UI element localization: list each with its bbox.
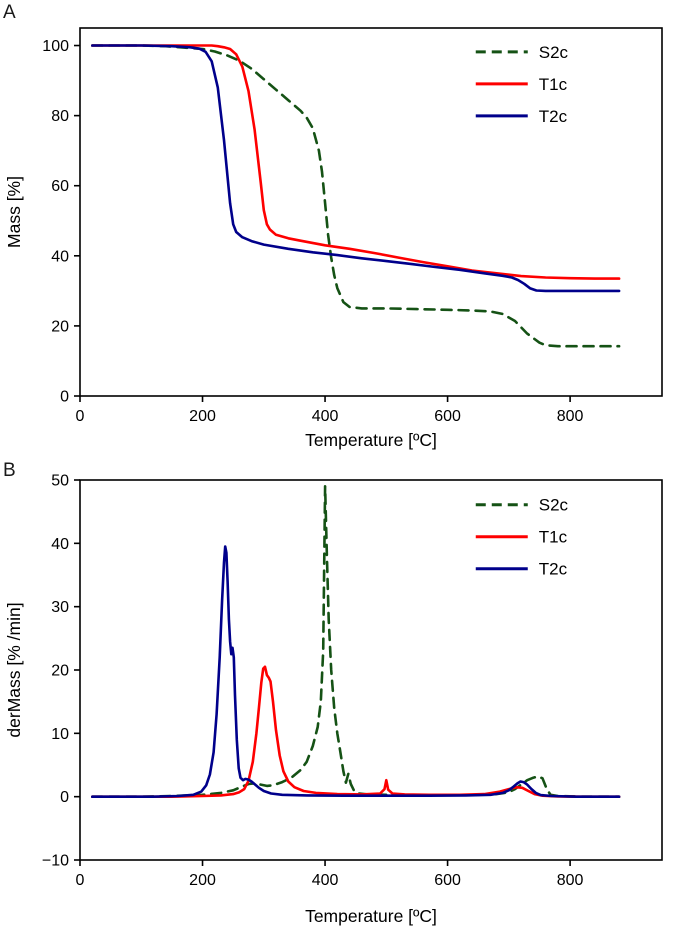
y-tick-label: 20 <box>51 663 69 680</box>
panel-a-chart: 0 200 400 600 800 0 20 40 60 80 100 Temperature [ºC… <box>4 27 663 450</box>
y-tick-label: 20 <box>51 318 69 335</box>
x-tick-label: 600 <box>434 872 461 889</box>
series-T2c <box>91 44 621 293</box>
series-T1c <box>91 665 621 799</box>
x-axis-label: Temperature [ºC] <box>305 430 437 450</box>
y-tick-label: 0 <box>60 389 69 406</box>
x-tick-label: 400 <box>312 408 339 425</box>
y-tick-label: −10 <box>42 853 69 870</box>
y-tick-label: 40 <box>51 248 69 265</box>
y-axis-label: derMass [% /min] <box>4 602 24 737</box>
y-tick-label: 80 <box>51 108 69 125</box>
plot-border <box>79 27 663 397</box>
y-tick-label: 0 <box>60 789 69 806</box>
legend-label-T2c: T2c <box>539 560 568 579</box>
x-tick-label: 400 <box>312 872 339 889</box>
y-axis-label: Mass [%] <box>4 176 24 248</box>
series-S2c <box>91 44 621 348</box>
y-tick-label: 30 <box>51 599 69 616</box>
y-tick-label: 100 <box>42 38 69 55</box>
series-T2c <box>91 545 621 799</box>
legend-label-T2c: T2c <box>539 107 568 126</box>
y-tick-label: 60 <box>51 178 69 195</box>
panel-a: A 0 200 400 600 800 0 20 40 60 80 100 Temperature [… <box>0 0 700 458</box>
plot-border <box>79 479 663 861</box>
x-axis-label: Temperature [ºC] <box>305 906 437 926</box>
series-T1c <box>91 44 621 280</box>
x-tick-label: 200 <box>189 408 216 425</box>
legend-label-S2c: S2c <box>539 43 569 62</box>
x-tick-label: 200 <box>189 872 216 889</box>
y-tick-label: 50 <box>51 473 69 490</box>
panel-b-label: B <box>3 460 16 481</box>
x-tick-label: 800 <box>557 408 584 425</box>
legend-label-T1c: T1c <box>539 528 568 547</box>
x-tick-label: 0 <box>76 872 85 889</box>
legend-label-S2c: S2c <box>539 496 569 515</box>
y-tick-label: 10 <box>51 726 69 743</box>
legend-label-T1c: T1c <box>539 75 568 94</box>
panel-b-chart: 0 200 400 600 800 −10 0 10 20 30 40 50 Temperature [… <box>4 473 663 926</box>
x-tick-label: 0 <box>76 408 85 425</box>
panel-b: B 0 200 400 600 800 −10 0 10 20 30 40 50 Temperature… <box>0 458 700 934</box>
x-tick-label: 600 <box>434 408 461 425</box>
x-tick-label: 800 <box>557 872 584 889</box>
y-tick-label: 40 <box>51 536 69 553</box>
panel-a-label: A <box>3 2 16 23</box>
